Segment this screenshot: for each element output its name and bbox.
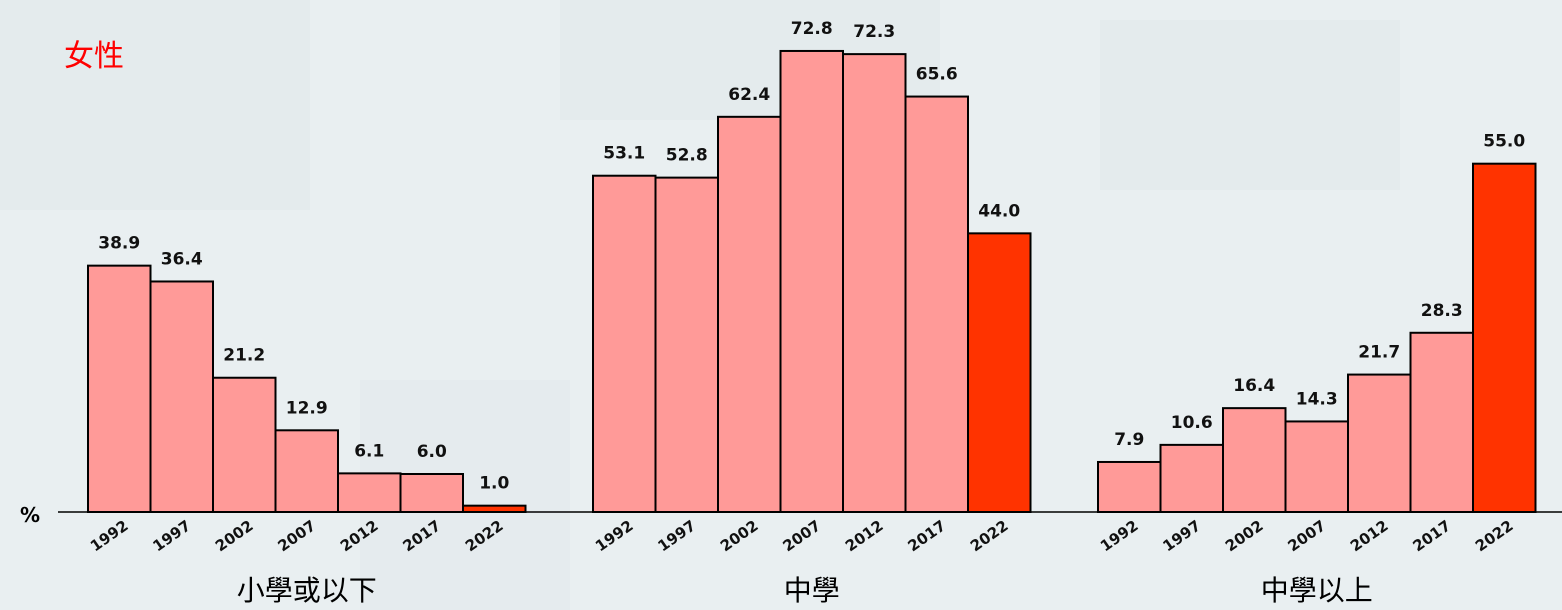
value-label: 53.1 — [603, 144, 645, 164]
bar-1-2012 — [842, 53, 907, 513]
bar-2-2007 — [1284, 420, 1349, 514]
value-label: 38.9 — [98, 234, 140, 254]
x-tick-label: 2012 — [1347, 517, 1392, 556]
group-label: 中學以上 — [1261, 574, 1373, 607]
value-label: 16.4 — [1233, 376, 1275, 396]
x-tick-label: 2002 — [717, 517, 762, 556]
bar-2-2017 — [1409, 331, 1474, 513]
group-label: 中學 — [784, 574, 840, 607]
value-label: 1.0 — [479, 474, 509, 494]
bar-2-2012 — [1347, 373, 1412, 514]
value-label: 7.9 — [1114, 430, 1144, 450]
bar-2-2022 — [1472, 162, 1537, 513]
bar-2-1992 — [1097, 460, 1162, 513]
x-tick-label: 2012 — [842, 517, 887, 556]
value-label: 28.3 — [1421, 301, 1463, 321]
bar-1-1992 — [592, 174, 657, 513]
value-label: 55.0 — [1483, 132, 1525, 152]
chart-title: 女性 — [64, 39, 124, 74]
value-label: 44.0 — [978, 201, 1020, 221]
x-tick-label: 2007 — [780, 517, 825, 556]
x-tick-label: 1997 — [1160, 517, 1205, 556]
value-label: 62.4 — [728, 85, 770, 105]
bar-0-2002 — [212, 376, 277, 513]
y-unit-label: % — [20, 503, 40, 527]
value-labels-layer: 38.9 36.4 21.2 12.9 6.1 6.0 1.0 53.1 52.8 62.4 72.… — [98, 19, 1525, 494]
value-label: 21.2 — [223, 346, 265, 366]
x-tick-label: 2007 — [275, 517, 320, 556]
value-label: 72.3 — [853, 22, 895, 42]
value-label: 65.6 — [916, 65, 958, 85]
bar-0-2012 — [337, 472, 402, 514]
bar-1-2002 — [717, 115, 782, 513]
x-tick-label: 2022 — [967, 517, 1012, 556]
value-label: 72.8 — [791, 19, 833, 39]
x-tick-label: 1997 — [655, 517, 700, 556]
value-label: 12.9 — [286, 398, 328, 418]
group-label: 小學或以下 — [237, 574, 377, 607]
x-tick-label: 1992 — [1097, 517, 1142, 556]
value-label: 6.1 — [354, 441, 384, 461]
x-tick-label: 2022 — [1472, 517, 1517, 556]
group-labels-layer: 小學或以下 中學 中學以上 — [237, 574, 1373, 607]
value-label: 21.7 — [1358, 343, 1400, 363]
bar-0-2022 — [462, 504, 527, 513]
value-label: 10.6 — [1171, 413, 1213, 433]
x-tick-label: 1997 — [150, 517, 195, 556]
value-label: 14.3 — [1296, 389, 1338, 409]
x-tick-labels-layer: 1992 1997 2002 2007 2012 2017 2022 1992 1997 2002… — [87, 517, 1517, 556]
x-tick-label: 2017 — [905, 517, 950, 556]
x-tick-label: 1992 — [87, 517, 132, 556]
bar-0-1992 — [87, 264, 152, 513]
bar-0-2007 — [274, 429, 339, 513]
bar-0-1997 — [149, 280, 214, 513]
x-tick-label: 2017 — [1410, 517, 1455, 556]
bar-1-2022 — [967, 232, 1032, 514]
bar-1-1997 — [654, 176, 719, 513]
x-tick-label: 2007 — [1285, 517, 1330, 556]
value-label: 6.0 — [417, 442, 447, 462]
bar-2-2002 — [1222, 407, 1287, 513]
value-label: 36.4 — [161, 249, 203, 269]
x-tick-label: 2002 — [212, 517, 257, 556]
bar-1-2017 — [904, 95, 969, 513]
bar-1-2007 — [779, 49, 844, 513]
bar-0-2017 — [399, 473, 464, 514]
x-tick-label: 1992 — [592, 517, 637, 556]
value-label: 52.8 — [666, 146, 708, 166]
bar-2-1997 — [1159, 443, 1224, 514]
x-tick-label: 2002 — [1222, 517, 1267, 556]
bars-layer — [87, 49, 1537, 514]
